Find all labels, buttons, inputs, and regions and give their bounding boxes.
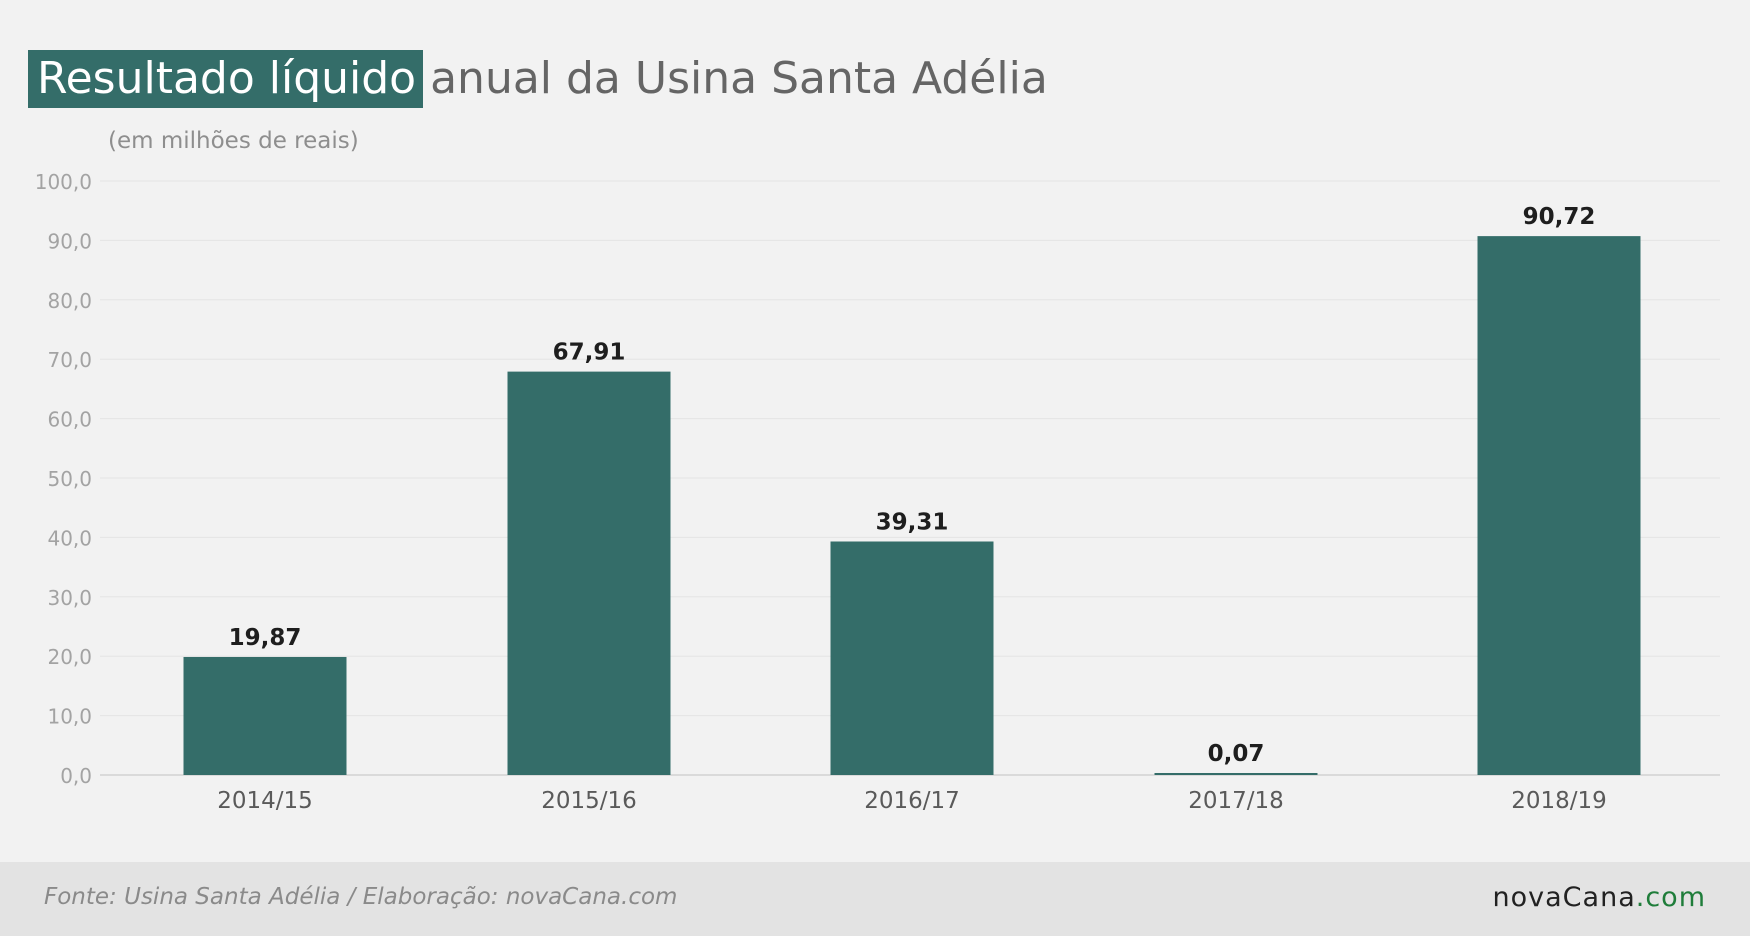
data-label: 90,72	[1523, 204, 1596, 230]
x-tick-label: 2017/18	[1188, 788, 1284, 814]
x-tick-label: 2016/17	[864, 788, 960, 814]
chart-title: Resultado líquido anual da Usina Santa A…	[28, 50, 1048, 108]
y-tick-label: 70,0	[47, 348, 92, 372]
x-tick-label: 2014/15	[217, 788, 313, 814]
chart-subtitle: (em milhões de reais)	[108, 128, 359, 154]
y-tick-label: 60,0	[47, 408, 92, 432]
y-tick-label: 40,0	[47, 526, 92, 550]
footer: Fonte: Usina Santa Adélia / Elaboração: …	[0, 862, 1750, 936]
y-tick-label: 100,0	[35, 170, 92, 194]
bar	[1477, 236, 1641, 776]
novacana-logo: novaCana.com	[1493, 882, 1706, 913]
y-tick-label: 20,0	[47, 645, 92, 669]
title-rest: anual da Usina Santa Adélia	[430, 53, 1048, 104]
x-tick-label: 2018/19	[1511, 788, 1607, 814]
logo-main: novaCana	[1492, 882, 1636, 913]
data-label: 67,91	[553, 340, 626, 366]
data-label: 0,07	[1208, 741, 1265, 767]
bar-chart: 0,0 10,0 20,0 30,0 40,0 50,0 60,0 70,0 80,0 90,0 1…	[35, 170, 1720, 814]
y-tick-label: 0,0	[60, 764, 92, 788]
y-tick-label: 90,0	[47, 229, 92, 253]
bar	[1154, 773, 1318, 775]
y-tick-label: 10,0	[47, 705, 92, 729]
bar	[830, 541, 994, 775]
source-note: Fonte: Usina Santa Adélia / Elaboração: …	[44, 884, 678, 910]
bar	[183, 656, 347, 775]
data-label: 19,87	[229, 625, 302, 651]
y-tick-label: 80,0	[47, 289, 92, 313]
data-label: 39,31	[876, 509, 949, 535]
title-highlight: Resultado líquido	[28, 50, 424, 108]
logo-tld: .com	[1635, 882, 1706, 913]
x-tick-label: 2015/16	[541, 788, 637, 814]
y-tick-label: 30,0	[47, 586, 92, 610]
y-tick-label: 50,0	[47, 467, 92, 491]
bar	[507, 371, 671, 775]
